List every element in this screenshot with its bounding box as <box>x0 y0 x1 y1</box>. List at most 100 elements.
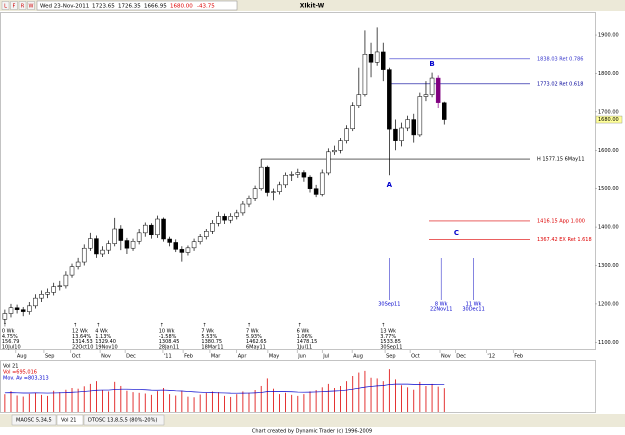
level-label: 1773.02 Ret 0.618 <box>537 81 583 87</box>
swing-label: 4.75% <box>2 334 18 340</box>
swing-label: 28Jan11 <box>159 344 179 350</box>
candle-body <box>149 224 154 236</box>
toolbar-button[interactable] <box>27 1 35 10</box>
candle-body <box>435 77 441 103</box>
candle-body <box>27 305 32 312</box>
swing-label: 1308.45 <box>159 339 180 345</box>
swing-label: 22Oct10 <box>72 344 93 350</box>
candle-body <box>265 166 270 193</box>
candle-body <box>45 292 50 295</box>
cycle-label: 11 Wk <box>466 302 482 308</box>
candle-body <box>301 172 307 178</box>
candle-body <box>75 261 81 267</box>
candle-body <box>8 307 14 314</box>
candle-body <box>124 240 130 249</box>
candle-body <box>179 249 185 253</box>
level-label: 1416.15 App 1.000 <box>537 218 585 224</box>
candle-body <box>197 236 203 242</box>
footer: Chart created by Dynamic Trader (c) 1996… <box>252 429 372 435</box>
candle-body <box>411 119 417 136</box>
quote-box <box>36 0 238 11</box>
x-tick-label: '11 <box>164 354 172 360</box>
toolbar-button-label: F <box>13 4 16 10</box>
toolbar-button-label: W <box>29 4 34 10</box>
candle-body <box>295 172 301 175</box>
x-tick-label: Nov <box>441 354 451 360</box>
candle-body <box>100 249 105 255</box>
x-tick-label: Jul <box>322 354 329 360</box>
y-tick-label: 1800.00 <box>598 71 619 77</box>
toolbar-button[interactable] <box>18 1 27 10</box>
candle-body <box>289 174 294 176</box>
tab-label: DTOSC 13,8,5,5 (80%-20%) <box>88 418 157 424</box>
tab-label: Vol 21 <box>61 418 76 424</box>
candle-body <box>362 54 368 95</box>
toolbar-button[interactable] <box>1 1 10 10</box>
tab[interactable] <box>56 414 84 426</box>
swing-arrow: ↑ <box>202 323 206 329</box>
candle-body <box>423 94 429 97</box>
candle-body <box>142 224 148 234</box>
swing-arrow: ↑ <box>3 323 7 329</box>
swing-label: 1462.65 <box>246 339 267 345</box>
candle-body <box>283 174 288 186</box>
swing-arrow: ↑ <box>96 323 100 329</box>
candle-body <box>155 218 160 236</box>
close: 1680.00 <box>170 4 193 10</box>
candle-body <box>167 238 172 243</box>
swing-label: 3.77% <box>380 334 396 340</box>
plot-frame <box>0 12 596 350</box>
level-label: 1838.03 Ret 0.786 <box>537 56 583 62</box>
tab[interactable] <box>83 414 165 426</box>
candle-body <box>57 285 63 287</box>
high: 1726.35 <box>118 4 141 10</box>
candle-body <box>368 54 374 63</box>
y-tick-label: 1900.00 <box>598 33 619 39</box>
candle-body <box>39 294 44 299</box>
x-tick-label: May <box>269 354 279 360</box>
tab[interactable] <box>11 414 57 426</box>
x-tick-label: Apr <box>238 354 248 360</box>
candle-body <box>387 69 392 130</box>
cycle-label: 8 Wk <box>435 302 448 308</box>
candle-body <box>313 188 319 195</box>
swing-label: 13 Wk <box>380 329 396 335</box>
candle-body <box>210 223 215 232</box>
candle-body <box>332 150 337 153</box>
swing-label: 7 Wk <box>201 329 214 335</box>
swing-label: 1478.15 <box>297 339 318 345</box>
candle-body <box>307 176 313 189</box>
x-tick-label: Feb <box>184 354 193 360</box>
swing-label: 13.64% <box>72 334 91 340</box>
y-tick-label: 1300.00 <box>598 263 619 269</box>
y-tick-label: 1200.00 <box>598 301 619 307</box>
volume-title: Vol 21 <box>3 364 18 370</box>
swing-label: 7 Wk <box>246 329 259 335</box>
candle-body <box>136 232 142 242</box>
volume-frame <box>0 360 596 413</box>
change: -43.75 <box>197 4 215 10</box>
candle-body <box>356 94 362 106</box>
y-tick-label: 1500.00 <box>598 186 619 192</box>
swing-label: 1380.75 <box>201 339 222 345</box>
toolbar-button[interactable] <box>10 1 18 10</box>
wave-label: A <box>387 181 393 189</box>
open: 1723.65 <box>92 4 115 10</box>
cycle-label: 30Dec11 <box>462 307 484 313</box>
x-tick-label: Oct <box>411 354 420 360</box>
swing-label: 30Sep11 <box>380 344 402 350</box>
x-tick-label: Dec <box>126 354 136 360</box>
y-tick-label: 1100.00 <box>598 340 619 346</box>
swing-arrow: ↑ <box>298 323 302 329</box>
candle-body <box>399 127 404 141</box>
low: 1666.95 <box>144 4 167 10</box>
candle-body <box>130 241 136 249</box>
candle-body <box>442 102 447 120</box>
candle-body <box>2 313 8 320</box>
candle-body <box>14 307 20 310</box>
level-label: 1367.42 EX Ret 1.618 <box>537 237 592 243</box>
y-tick-label: 1700.00 <box>598 109 619 115</box>
swing-label: 4 Wk <box>95 329 108 335</box>
level-label: H 1577.15 6May11 <box>537 157 585 163</box>
candle-body <box>51 286 56 293</box>
